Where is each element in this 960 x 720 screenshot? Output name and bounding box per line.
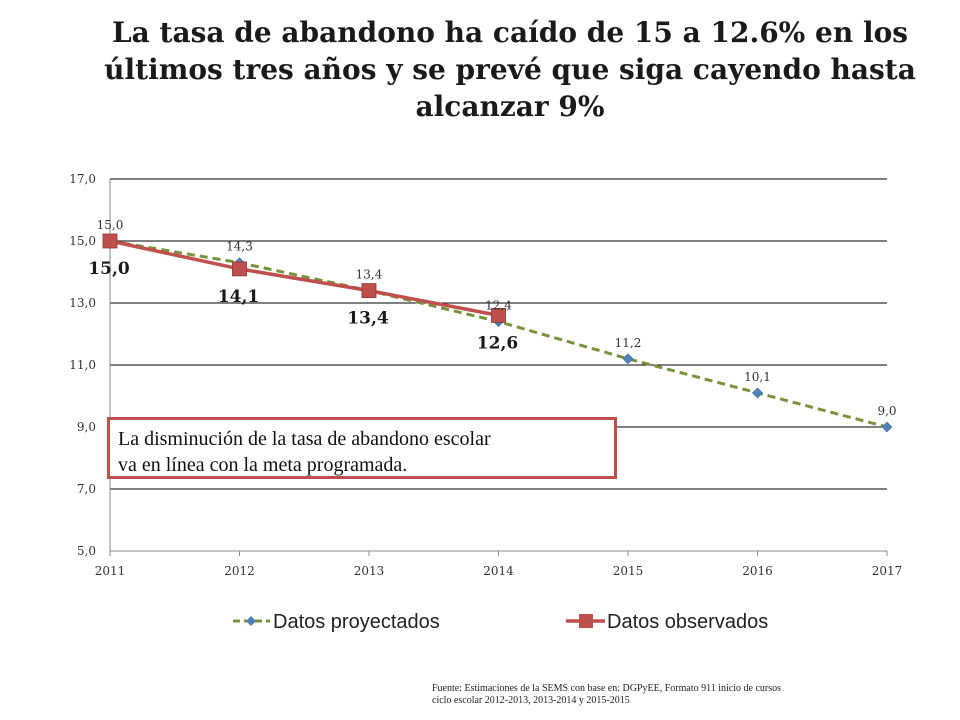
projected-data-label: 13,4 bbox=[356, 268, 383, 282]
observed-point bbox=[232, 261, 247, 277]
data-labels: 15,0 14,3 13,4 12,4 11,2 10,1 9,0 15,0 14,1 13,4 1… bbox=[88, 218, 896, 418]
y-tick-label: 17,0 bbox=[69, 172, 96, 186]
x-tick-label: 2016 bbox=[742, 564, 773, 578]
projected-data-label: 11,2 bbox=[615, 336, 642, 350]
y-tick-label: 5,0 bbox=[77, 544, 96, 558]
projected-point bbox=[622, 353, 634, 365]
x-tick-label: 2014 bbox=[483, 564, 514, 578]
title-line: La tasa de abandono ha caído de 15 a 12.… bbox=[111, 16, 909, 49]
observed-data-label: 13,4 bbox=[347, 309, 389, 329]
observed-point bbox=[491, 307, 506, 323]
axes bbox=[109, 179, 888, 556]
series-observed bbox=[102, 233, 506, 323]
x-tick-label: 2013 bbox=[354, 564, 385, 578]
y-tick-label: 9,0 bbox=[77, 420, 96, 434]
x-tick-labels: 2011 2012 2013 2014 2015 2016 2017 bbox=[95, 564, 903, 578]
projected-point bbox=[881, 421, 893, 433]
observed-point bbox=[361, 283, 377, 299]
projected-point bbox=[752, 387, 763, 399]
projected-data-label: 9,0 bbox=[877, 404, 896, 418]
callout-line: La disminución de la tasa de abandono es… bbox=[118, 428, 491, 450]
source-note: Fuente: Estimaciones de la SEMS con base… bbox=[432, 683, 912, 707]
y-tick-label: 11,0 bbox=[69, 358, 96, 372]
x-tick-label: 2015 bbox=[613, 564, 644, 578]
observed-point bbox=[102, 233, 118, 249]
projected-data-label: 10,1 bbox=[744, 370, 771, 384]
observed-data-label: 14,1 bbox=[218, 287, 259, 307]
y-tick-label: 13,0 bbox=[69, 296, 96, 310]
legend-observed-label: Datos observados bbox=[607, 611, 768, 633]
callout-box: La disminución de la tasa de abandono es… bbox=[107, 417, 617, 479]
x-tick-label: 2012 bbox=[224, 564, 255, 578]
projected-data-label: 14,3 bbox=[226, 240, 253, 254]
source-line: ciclo escolar 2012-2013, 2013-2014 y 201… bbox=[432, 695, 630, 706]
projected-data-label: 12,4 bbox=[485, 299, 512, 313]
legend-projected-label: Datos proyectados bbox=[273, 611, 440, 633]
observed-line bbox=[109, 239, 499, 318]
y-tick-label: 15,0 bbox=[69, 234, 96, 248]
x-tick-label: 2011 bbox=[95, 564, 126, 578]
observed-data-label: 15,0 bbox=[88, 259, 130, 279]
title-line: últimos tres años y se prevé que siga ca… bbox=[104, 53, 916, 86]
legend-projected-marker bbox=[246, 616, 256, 626]
source-line: Fuente: Estimaciones de la SEMS con base… bbox=[432, 683, 782, 694]
legend-observed-marker bbox=[579, 614, 593, 628]
title-line: alcanzar 9% bbox=[415, 90, 605, 123]
projected-data-label: 15,0 bbox=[97, 218, 124, 232]
chart-title: La tasa de abandono ha caído de 15 a 12.… bbox=[80, 14, 940, 125]
observed-data-label: 12,6 bbox=[477, 333, 518, 353]
callout-line: va en línea con la meta programada. bbox=[118, 454, 408, 476]
y-tick-labels: 5,0 7,0 9,0 11,0 13,0 15,0 17,0 bbox=[69, 172, 96, 558]
legend: Datos proyectados Datos observados bbox=[233, 611, 768, 633]
x-tick-label: 2017 bbox=[872, 564, 903, 578]
y-tick-label: 7,0 bbox=[77, 482, 96, 496]
